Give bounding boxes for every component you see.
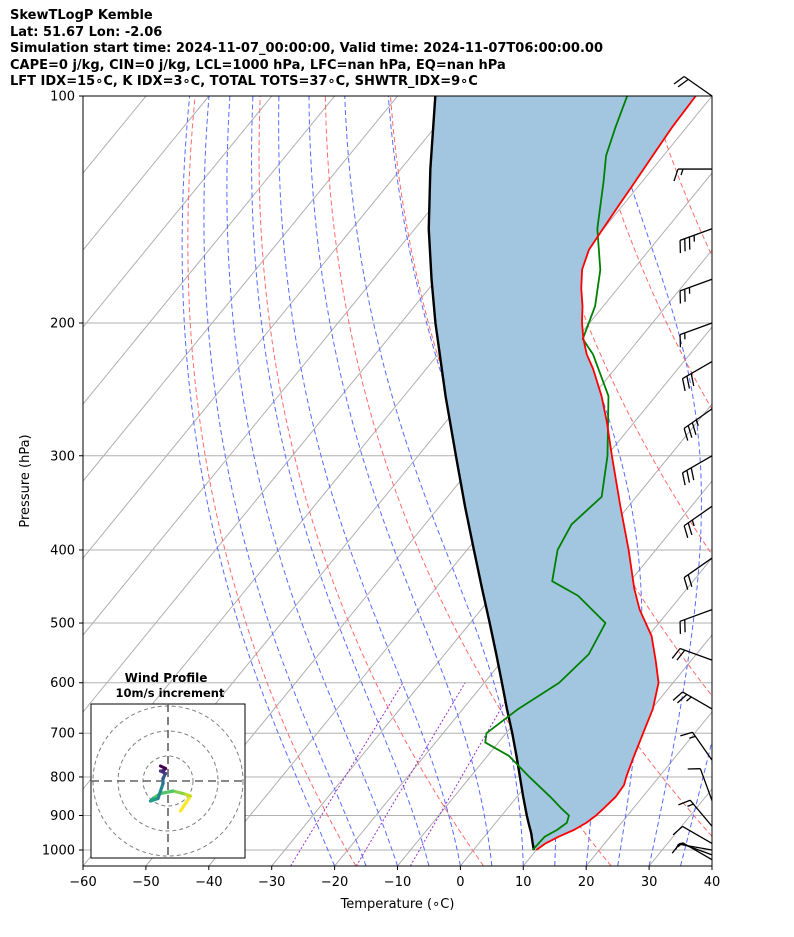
- wind-barb: [677, 842, 713, 861]
- wind-barb: [671, 842, 713, 856]
- wind-barb: [687, 768, 713, 801]
- x-tick-label: 30: [641, 875, 658, 890]
- time-line: Simulation start time: 2024-11-07_00:00:…: [10, 41, 603, 56]
- dry-adiabat: [187, 96, 357, 866]
- wind-barb: [681, 360, 713, 392]
- wind-barb: [680, 731, 713, 761]
- hodograph-inset: Wind Profile 10m/s increment: [90, 671, 246, 859]
- x-tick-label: −20: [321, 875, 348, 890]
- y-tick-label: 600: [50, 676, 75, 691]
- hodograph-subtitle: 10m/s increment: [116, 686, 225, 700]
- parcel-profile-line: [427, 96, 536, 851]
- hodograph-title: Wind Profile: [125, 671, 208, 685]
- y-tick-label: 200: [50, 316, 75, 331]
- y-tick-label: 100: [50, 90, 75, 105]
- isotherm-line: [83, 96, 84, 97]
- moist-adiabat: [512, 96, 643, 866]
- hodograph-trace-segment: [171, 789, 185, 796]
- wind-barb: [683, 557, 713, 590]
- dry-adiabat: [258, 96, 484, 866]
- hodograph-trace-segment: [158, 789, 175, 796]
- y-tick-label: 500: [50, 617, 75, 632]
- x-tick-label: −10: [384, 875, 411, 890]
- x-tick-label: 20: [578, 875, 595, 890]
- temperature-profile-line: [535, 96, 697, 851]
- x-tick-label: −50: [132, 875, 159, 890]
- wind-barb: [671, 647, 713, 661]
- wind-barb: [673, 75, 713, 97]
- isotherm-line: [83, 96, 273, 328]
- isotherm-line: [711, 865, 712, 866]
- y-tick-label: 700: [50, 727, 75, 742]
- indices-line: LFT IDX=15∘C, K IDX=3∘C, TOTAL TOTS=37∘C…: [10, 74, 478, 89]
- moist-adiabat: [344, 96, 524, 866]
- wind-barb: [683, 505, 713, 539]
- x-tick-label: 0: [456, 875, 464, 890]
- dry-adiabat: [520, 96, 712, 556]
- isotherm-line: [775, 96, 794, 866]
- y-axis-label: Pressure (hPa): [18, 434, 33, 527]
- isotherm-line: [83, 96, 336, 405]
- x-axis-label: Temperature (∘C): [340, 897, 455, 912]
- isotherm-line: [83, 96, 210, 251]
- wind-barb: [679, 609, 713, 634]
- wind-barb: [672, 691, 713, 710]
- x-tick-label: −30: [258, 875, 285, 890]
- wind-barbs: [671, 75, 713, 861]
- cape-line: CAPE=0 j/kg, CIN=0 j/kg, LCL=1000 hPa, L…: [10, 57, 506, 73]
- moist-adiabat: [603, 96, 702, 866]
- dry-adiabat: [716, 96, 794, 866]
- hodograph-frame: [90, 703, 246, 859]
- moist-adiabat: [680, 739, 712, 866]
- x-tick-label: −60: [69, 875, 96, 890]
- parcel-shading: [428, 96, 696, 851]
- x-tick-label: −40: [195, 875, 222, 890]
- wind-barb: [683, 408, 713, 441]
- chart-title: SkewTLogP Kemble: [10, 8, 153, 23]
- wind-barb: [679, 228, 713, 254]
- dewpoint-profile-line: [484, 96, 629, 851]
- wind-barb: [679, 322, 713, 348]
- isotherm-line: [397, 480, 712, 866]
- dry-adiabat: [781, 96, 794, 866]
- y-tick-label: 900: [50, 809, 75, 824]
- y-tick-label: 1000: [42, 844, 75, 859]
- wind-barb: [678, 799, 713, 827]
- location-line: Lat: 51.67 Lon: -2.06: [10, 24, 163, 40]
- moist-adiabat: [251, 96, 430, 866]
- y-tick-label: 300: [50, 449, 75, 464]
- wind-barb: [673, 168, 712, 182]
- mixing-ratio-line: [290, 682, 404, 866]
- wind-barb: [681, 455, 713, 486]
- dry-adiabat: [585, 96, 712, 411]
- hodograph-trace-segment: [158, 764, 168, 771]
- moist-adiabat: [308, 96, 493, 866]
- moist-adiabat: [278, 96, 461, 866]
- isotherm-line: [334, 403, 712, 866]
- moist-adiabat: [203, 96, 367, 866]
- chart-header: SkewTLogP Kemble Lat: 51.67 Lon: -2.06 S…: [10, 8, 790, 91]
- mixing-ratio-line: [409, 682, 517, 866]
- isotherm-line: [83, 96, 524, 636]
- isotherm-line: [648, 788, 712, 866]
- wind-barb: [672, 825, 713, 844]
- moist-adiabat: [226, 96, 398, 866]
- x-tick-label: 40: [704, 875, 721, 890]
- dry-adiabat: [650, 96, 712, 257]
- mixing-ratio-line: [355, 682, 466, 866]
- x-tick-label: 10: [515, 875, 532, 890]
- wind-barb: [679, 278, 713, 304]
- y-tick-label: 800: [50, 770, 75, 785]
- moist-adiabat: [181, 96, 336, 866]
- y-tick-label: 400: [50, 543, 75, 558]
